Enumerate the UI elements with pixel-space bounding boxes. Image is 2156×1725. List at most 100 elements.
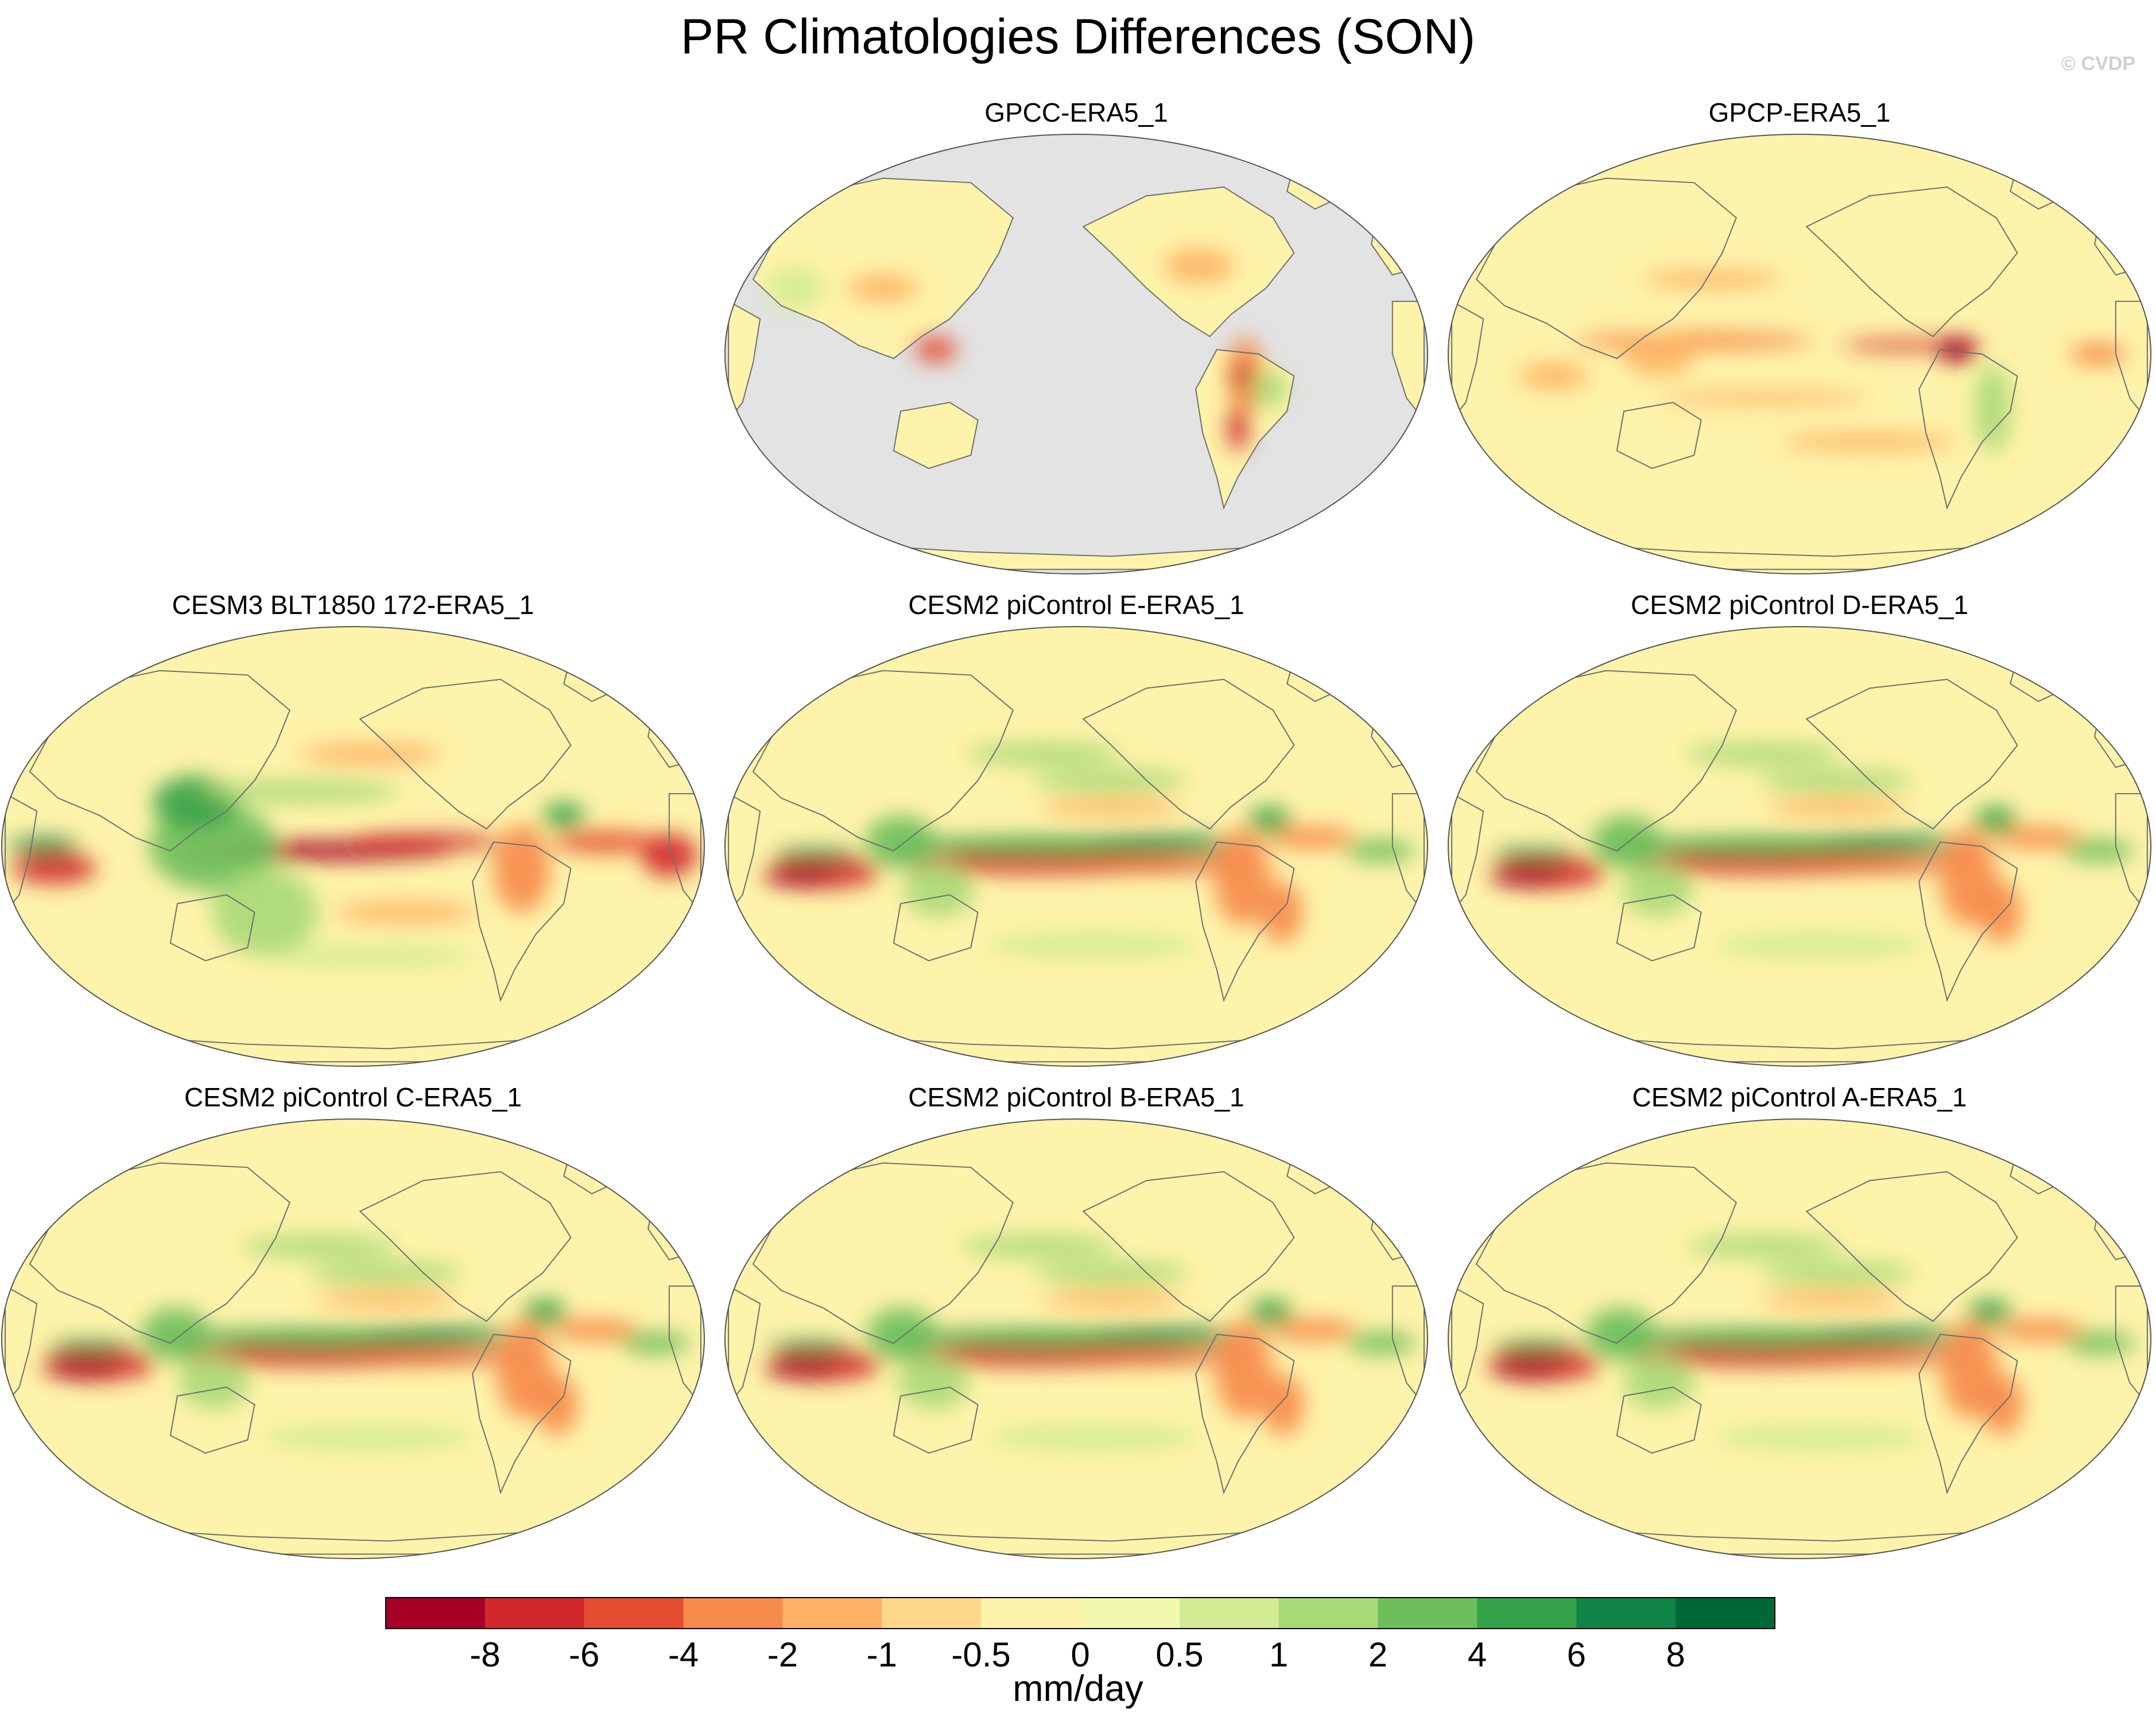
coastline-australia — [1616, 402, 1702, 469]
anomaly-region — [1092, 835, 1233, 849]
anomaly-region — [542, 802, 585, 829]
anomaly-region — [1248, 807, 1291, 833]
panel-title: CESM2 piControl C-ERA5_1 — [184, 1082, 522, 1112]
anomaly-region — [1841, 340, 1968, 351]
coastline-namerica — [1805, 678, 2018, 830]
colorbar-segment — [1676, 1598, 1775, 1629]
anomaly-region — [1591, 815, 1662, 869]
anomaly-region — [1059, 1349, 1242, 1364]
panel-title: CESM2 piControl B-ERA5_1 — [908, 1082, 1244, 1112]
anomaly-region — [1215, 1321, 1272, 1418]
anomaly-region — [1234, 363, 1248, 390]
anomaly-region — [1641, 270, 1782, 289]
anomaly-region — [552, 1319, 637, 1341]
map-plot — [724, 134, 1428, 574]
panel-gpcc: GPCC-ERA5_1 — [723, 96, 1429, 578]
anomaly-region — [1065, 856, 1248, 872]
panel-title: GPCP-ERA5_1 — [1708, 98, 1891, 127]
anomaly-region — [865, 815, 936, 869]
anomaly-region — [2064, 840, 2134, 862]
coastline-samerica — [472, 1334, 572, 1495]
coastline-australia — [1616, 894, 1702, 962]
coastline-australia — [1616, 1386, 1702, 1454]
coastline-asia — [1475, 1162, 1737, 1344]
anomaly-region — [1782, 433, 1958, 451]
anomaly-region — [848, 275, 918, 302]
anomaly-region — [1490, 868, 1561, 886]
anomaly-region — [48, 1341, 133, 1354]
map-field — [725, 627, 1428, 1066]
coastline-samerica — [1918, 349, 2018, 510]
anomaly-region — [265, 945, 476, 968]
anomaly-region — [1518, 363, 1589, 390]
land-africa — [728, 301, 761, 420]
anomaly-region — [867, 1308, 937, 1361]
colorbar-segment — [683, 1598, 784, 1629]
coastline-namerica — [1082, 678, 1295, 830]
anomaly-region — [641, 833, 697, 877]
panel-title: CESM3 BLT1850 172-ERA5_1 — [172, 590, 534, 620]
map-plot — [724, 626, 1428, 1067]
anomaly-region — [1767, 798, 1908, 816]
anomaly-region — [1818, 835, 1959, 849]
colorbar-segment — [1278, 1598, 1379, 1629]
coastline-asia — [29, 670, 290, 852]
coastline-asia — [752, 670, 1014, 852]
coastline-namerica — [1805, 186, 2018, 337]
colorbar-segment — [782, 1598, 882, 1629]
anomaly-region — [1494, 1341, 1579, 1354]
land-australia — [893, 402, 978, 469]
anomaly-region — [1760, 1261, 1915, 1284]
anomaly-region — [493, 824, 550, 912]
coastline-samerica — [472, 841, 572, 1003]
anomaly-region — [1975, 365, 2011, 453]
anomaly-region — [308, 1261, 463, 1284]
map-border — [1448, 626, 2151, 1067]
anomaly-region — [1761, 1290, 1902, 1308]
colorbar-segment — [1179, 1598, 1279, 1629]
anomaly-region — [1344, 840, 1415, 862]
anomaly-region — [1685, 743, 1840, 766]
coastline-australia — [169, 894, 255, 962]
map-field — [1448, 627, 2151, 1066]
map-field — [2, 1119, 704, 1559]
anomaly-region — [346, 833, 501, 851]
coastline-australia — [169, 1386, 255, 1454]
anomaly-region — [1034, 1261, 1189, 1284]
anomaly-region — [1346, 1332, 1417, 1354]
cvdp-credit: © CVDP — [2061, 53, 2135, 75]
map-plot — [1, 1118, 705, 1559]
anomaly-region — [1969, 1299, 2011, 1326]
anomaly-region — [766, 1361, 836, 1378]
map-border — [1448, 134, 2151, 574]
anomaly-region — [367, 1327, 509, 1341]
coastline-samerica — [1195, 841, 1295, 1003]
map-border — [724, 626, 1428, 1067]
coastline-samerica — [1195, 1334, 1295, 1495]
panel-cesm2-b: CESM2 piControl B-ERA5_1 — [723, 1081, 1429, 1563]
anomaly-region — [1252, 371, 1288, 407]
anomaly-region — [1227, 406, 1248, 451]
coastline-samerica — [1195, 349, 1295, 510]
anomaly-region — [1820, 1327, 1961, 1341]
anomaly-region — [1491, 1361, 1562, 1378]
anomaly-region — [212, 868, 318, 957]
anomaly-region — [1714, 1424, 1926, 1451]
anomaly-region — [620, 1332, 691, 1354]
anomaly-region — [767, 266, 824, 310]
anomaly-region — [1659, 391, 1870, 405]
colorbar-segment — [1576, 1598, 1676, 1629]
map-plot — [1448, 134, 2151, 574]
anomaly-region — [1687, 1235, 1842, 1258]
coastline-asia — [752, 177, 1014, 359]
anomaly-region — [1260, 881, 1303, 943]
coastline-namerica — [359, 678, 572, 830]
coastline-australia — [893, 1386, 979, 1454]
coastline-asia — [752, 1162, 1014, 1344]
figure-title: PR Climatologies Differences (SON) — [680, 9, 1476, 64]
anomaly-region — [201, 780, 399, 803]
anomaly-region — [1575, 332, 1814, 350]
anomaly-region — [242, 1235, 397, 1258]
anomaly-region — [300, 743, 441, 766]
map-field — [1448, 134, 2151, 574]
